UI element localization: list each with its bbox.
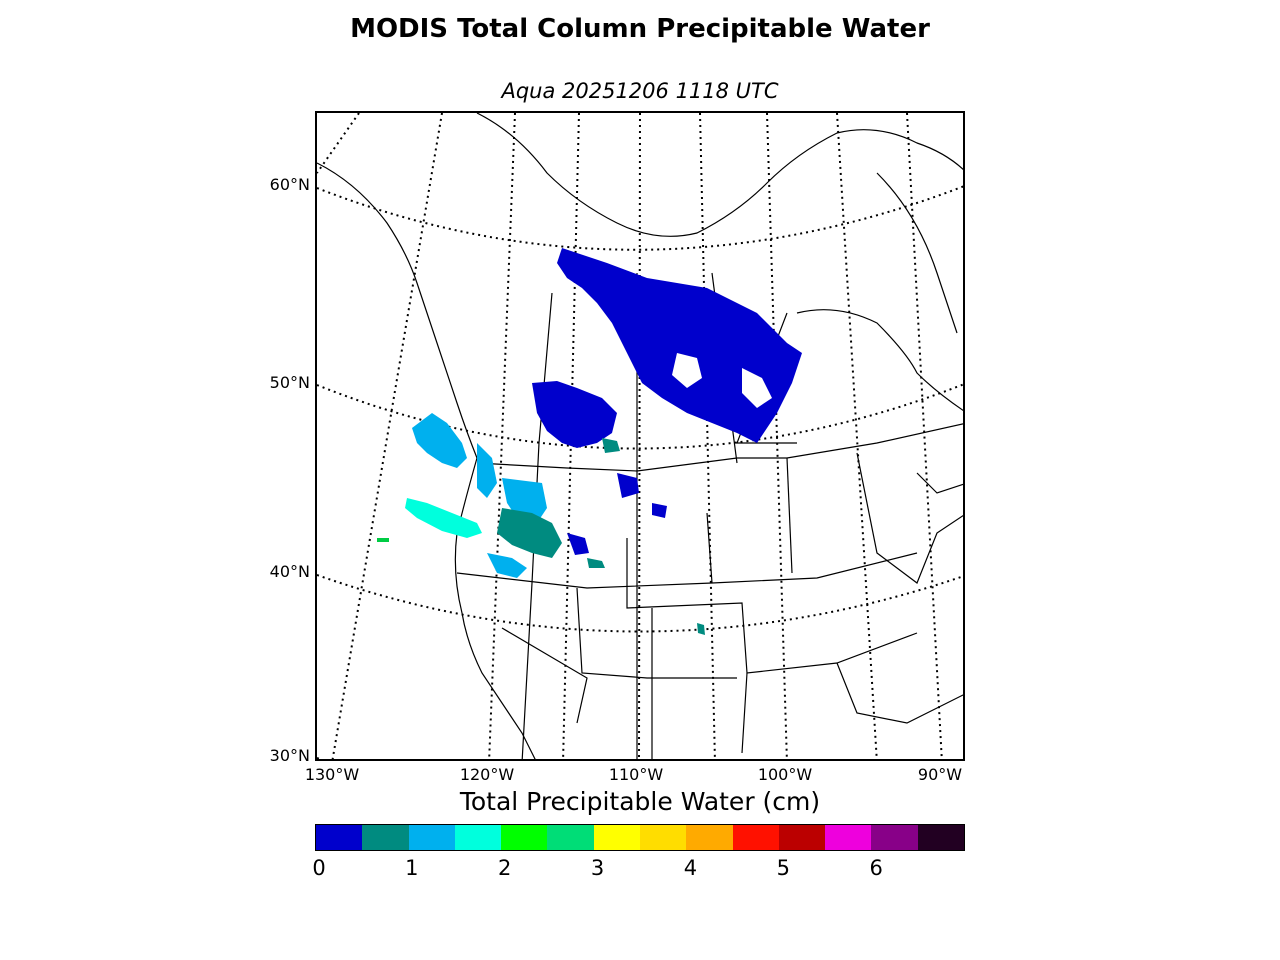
colorbar-cell-1 — [362, 825, 409, 850]
colorbar-tick-label: 6 — [869, 856, 883, 880]
colorbar-title: Total Precipitable Water (cm) — [459, 787, 821, 816]
colorbar-cell-4 — [501, 825, 548, 850]
map-panel — [315, 111, 965, 761]
colorbar-cell-0 — [316, 825, 363, 850]
lon-label-120w: 120°W — [459, 765, 515, 784]
colorbar-cell-8 — [686, 825, 733, 850]
colorbar-cell-9 — [732, 825, 779, 850]
colorbar-cell-13 — [917, 825, 964, 850]
tpw-data — [377, 248, 802, 635]
chart-title: MODIS Total Column Precipitable Water — [350, 14, 930, 44]
colorbar-tick-label: 3 — [590, 856, 605, 880]
lon-label-100w: 100°W — [757, 765, 813, 784]
colorbar-tick-label: 1 — [405, 856, 419, 880]
lat-label-40n: 40°N — [269, 562, 310, 581]
colorbar-tick-label: 4 — [683, 856, 698, 880]
colorbar-cell-2 — [408, 825, 455, 850]
lon-label-130w: 130°W — [304, 765, 360, 784]
map-boundaries — [317, 113, 963, 759]
colorbar-cell-6 — [593, 825, 640, 850]
colorbar — [315, 824, 965, 851]
map-svg — [317, 113, 963, 759]
colorbar-tick-label: 5 — [776, 856, 790, 880]
colorbar-cell-5 — [547, 825, 594, 850]
colorbar-cell-3 — [454, 825, 502, 850]
graticule-meridians — [317, 113, 943, 759]
lon-label-90w: 90°W — [917, 765, 963, 784]
colorbar-tick-label: 2 — [498, 856, 512, 880]
colorbar-cell-7 — [639, 825, 687, 850]
lat-label-60n: 60°N — [269, 175, 310, 194]
colorbar-cell-12 — [871, 825, 918, 850]
lat-label-30n: 30°N — [269, 746, 310, 765]
graticule-parallels — [317, 185, 963, 759]
colorbar-cell-10 — [778, 825, 826, 850]
colorbar-tick-label: 0 — [312, 856, 326, 880]
colorbar-cell-11 — [825, 825, 872, 850]
lon-label-110w: 110°W — [608, 765, 664, 784]
chart-subtitle: Aqua 20251206 1118 UTC — [501, 79, 779, 103]
lat-label-50n: 50°N — [269, 373, 310, 392]
